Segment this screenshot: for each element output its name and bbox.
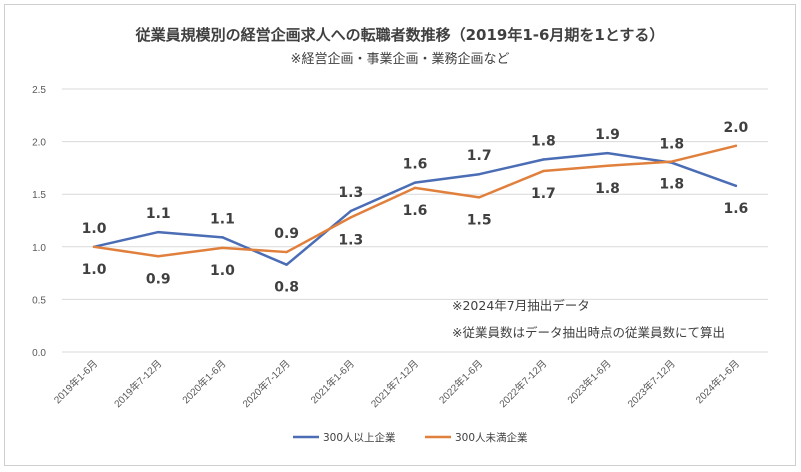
data-point xyxy=(606,151,609,155)
data-label: 1.7 xyxy=(531,186,556,202)
chart-title: 従業員規模別の経営企画求人への転職者数推移（2019年1-6月期を1とする） xyxy=(135,26,665,44)
y-axis: 0.0 0.5 1.0 1.5 2.0 2.5 xyxy=(32,85,46,359)
data-point xyxy=(285,263,288,266)
data-label: 0.9 xyxy=(146,271,171,287)
y-tick-label: 0.5 xyxy=(32,295,46,306)
data-label: 1.6 xyxy=(403,157,428,173)
data-point xyxy=(413,181,417,184)
data-label: 0.9 xyxy=(274,226,299,242)
x-tick-label: 2019年7-12月 xyxy=(111,357,164,410)
x-tick-label: 2021年7-12月 xyxy=(368,357,421,410)
data-label: 2.0 xyxy=(724,120,749,136)
x-tick-label: 2023年1-6月 xyxy=(564,357,613,406)
x-tick-label: 2020年1-6月 xyxy=(179,357,228,406)
data-point xyxy=(477,173,481,176)
y-tick-label: 2.0 xyxy=(32,138,46,149)
data-point xyxy=(670,160,673,163)
data-point xyxy=(92,245,96,248)
chart-frame xyxy=(4,4,796,466)
x-tick-label: 2019年1-6月 xyxy=(51,357,100,406)
data-label: 1.8 xyxy=(659,137,684,153)
x-tick-label: 2024年1-6月 xyxy=(693,357,742,406)
x-axis: 2019年1-6月 2019年7-12月 2020年1-6月 2020年7-12月 20… xyxy=(51,357,742,410)
data-labels: 1.0 1.1 1.1 0.8 1.3 1.6 1.7 1.8 1.9 1.8 1.6 1.0 0.9 1… xyxy=(82,120,749,296)
data-label: 1.3 xyxy=(338,232,363,248)
y-tick-label: 0.0 xyxy=(32,348,46,359)
data-label: 1.0 xyxy=(82,262,107,278)
x-tick-label: 2022年1-6月 xyxy=(436,357,485,406)
data-label: 0.8 xyxy=(274,280,299,296)
data-label: 1.8 xyxy=(659,177,684,193)
data-point xyxy=(477,196,481,199)
data-point xyxy=(349,216,353,219)
y-tick-label: 1.5 xyxy=(32,190,46,201)
data-point xyxy=(285,250,288,254)
series-lines xyxy=(92,144,738,266)
gridlines xyxy=(62,88,768,353)
data-label: 1.6 xyxy=(403,203,428,219)
legend-label: 300人以上企業 xyxy=(323,431,396,444)
data-label: 1.8 xyxy=(595,181,620,197)
data-point xyxy=(157,230,160,234)
x-tick-label: 2022年7-12月 xyxy=(496,357,549,410)
data-point xyxy=(542,169,545,173)
data-point xyxy=(542,158,545,161)
note-extract-date: ※2024年7月抽出データ xyxy=(452,298,590,313)
data-point xyxy=(734,184,738,187)
y-tick-label: 1.0 xyxy=(32,243,46,254)
data-point xyxy=(221,246,224,250)
data-label: 1.6 xyxy=(724,201,749,217)
x-tick-label: 2020年7-12月 xyxy=(240,357,293,410)
data-point xyxy=(221,236,224,239)
data-label: 1.9 xyxy=(595,127,620,143)
note-employee-count: ※従業員数はデータ抽出時点の従業員数にて算出 xyxy=(452,325,725,340)
data-label: 1.8 xyxy=(531,133,556,149)
data-label: 1.3 xyxy=(338,185,363,201)
y-tick-label: 2.5 xyxy=(32,85,46,96)
data-point xyxy=(606,164,609,167)
data-label: 1.7 xyxy=(467,148,492,164)
data-point xyxy=(734,144,738,148)
data-point xyxy=(349,209,353,213)
chart-notes: ※2024年7月抽出データ ※従業員数はデータ抽出時点の従業員数にて算出 xyxy=(452,298,725,340)
data-label: 1.1 xyxy=(210,211,235,227)
x-tick-label: 2023年7-12月 xyxy=(625,357,678,410)
data-point xyxy=(413,186,417,190)
data-label: 1.0 xyxy=(210,263,235,279)
data-point xyxy=(157,255,160,258)
data-label: 1.1 xyxy=(146,206,171,222)
chart-subtitle: ※経営企画・事業企画・業務企画など xyxy=(291,51,510,67)
x-tick-label: 2021年1-6月 xyxy=(308,357,357,406)
legend-label: 300人未満企業 xyxy=(455,431,528,444)
legend: 300人以上企業 300人未満企業 xyxy=(293,431,528,444)
data-label: 1.5 xyxy=(467,212,492,228)
data-label: 1.0 xyxy=(82,221,107,237)
